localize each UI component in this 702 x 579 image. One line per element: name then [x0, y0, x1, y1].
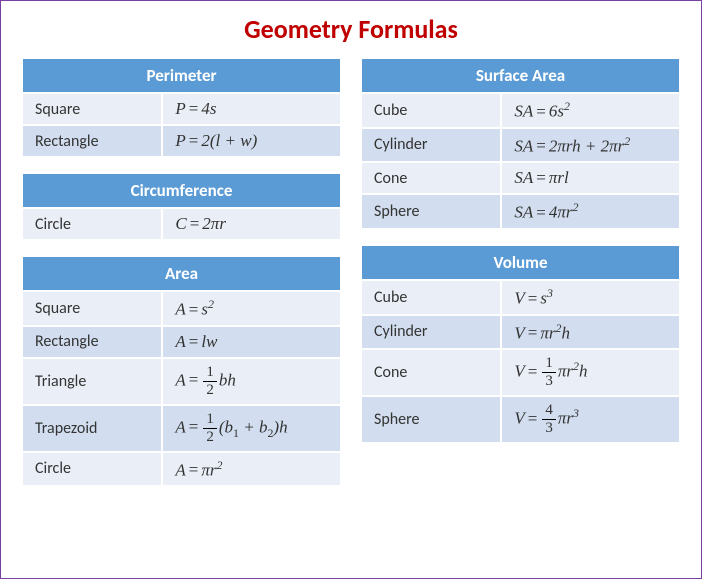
columns: Perimeter SquareP=4sRectangleP=2(l + w) … [21, 57, 681, 501]
shape-cell: Rectangle [22, 125, 162, 157]
circumference-table: Circumference CircleC=2πr [21, 172, 342, 241]
circumference-heading: Circumference [22, 173, 341, 208]
surface-area-heading: Surface Area [361, 58, 680, 93]
volume-table: Volume CubeV=s3CylinderV=πr2hConeV=13πr2… [360, 244, 681, 444]
formula-cell: A=12bh [162, 358, 341, 405]
perimeter-heading: Perimeter [22, 58, 341, 93]
formula-cell: A=12(b1 + b2)h [162, 405, 341, 452]
left-column: Perimeter SquareP=4sRectangleP=2(l + w) … [21, 57, 342, 501]
table-row: RectangleP=2(l + w) [22, 125, 341, 157]
table-row: CylinderV=πr2h [361, 315, 680, 350]
formula-cell: V=s3 [501, 280, 680, 315]
formula-cell: SA=6s2 [501, 93, 680, 128]
formula-cell: P=2(l + w) [162, 125, 341, 157]
shape-cell: Cube [361, 280, 501, 315]
shape-cell: Cube [361, 93, 501, 128]
table-row: CylinderSA=2πrh + 2πr2 [361, 128, 680, 163]
shape-cell: Sphere [361, 194, 501, 229]
formula-cell: A=s2 [162, 291, 341, 326]
table-row: SquareP=4s [22, 93, 341, 125]
shape-cell: Cylinder [361, 128, 501, 163]
table-row: ConeSA=πrl [361, 162, 680, 194]
surface-area-body: CubeSA=6s2CylinderSA=2πrh + 2πr2ConeSA=π… [361, 93, 680, 229]
shape-cell: Cylinder [361, 315, 501, 350]
perimeter-body: SquareP=4sRectangleP=2(l + w) [22, 93, 341, 157]
formula-cell: P=4s [162, 93, 341, 125]
page-container: Geometry Formulas Perimeter SquareP=4sRe… [0, 0, 702, 579]
formula-cell: SA=πrl [501, 162, 680, 194]
shape-cell: Square [22, 93, 162, 125]
shape-cell: Sphere [361, 396, 501, 443]
formula-cell: V=13πr2h [501, 349, 680, 396]
formula-cell: A=lw [162, 326, 341, 358]
table-row: TrapezoidA=12(b1 + b2)h [22, 405, 341, 452]
table-row: SquareA=s2 [22, 291, 341, 326]
perimeter-table: Perimeter SquareP=4sRectangleP=2(l + w) [21, 57, 342, 158]
table-row: SphereV=43πr3 [361, 396, 680, 443]
area-body: SquareA=s2RectangleA=lwTriangleA=12bhTra… [22, 291, 341, 486]
circumference-body: CircleC=2πr [22, 208, 341, 240]
page-title: Geometry Formulas [21, 13, 681, 45]
shape-cell: Cone [361, 349, 501, 396]
shape-cell: Trapezoid [22, 405, 162, 452]
table-row: RectangleA=lw [22, 326, 341, 358]
shape-cell: Rectangle [22, 326, 162, 358]
shape-cell: Triangle [22, 358, 162, 405]
table-row: CubeV=s3 [361, 280, 680, 315]
area-heading: Area [22, 256, 341, 291]
shape-cell: Cone [361, 162, 501, 194]
formula-cell: C=2πr [162, 208, 341, 240]
shape-cell: Square [22, 291, 162, 326]
table-row: SphereSA=4πr2 [361, 194, 680, 229]
formula-cell: SA=2πrh + 2πr2 [501, 128, 680, 163]
table-row: CircleC=2πr [22, 208, 341, 240]
shape-cell: Circle [22, 208, 162, 240]
formula-cell: A=πr2 [162, 452, 341, 487]
formula-cell: V=πr2h [501, 315, 680, 350]
right-column: Surface Area CubeSA=6s2CylinderSA=2πrh +… [360, 57, 681, 501]
surface-area-table: Surface Area CubeSA=6s2CylinderSA=2πrh +… [360, 57, 681, 230]
table-row: ConeV=13πr2h [361, 349, 680, 396]
table-row: TriangleA=12bh [22, 358, 341, 405]
table-row: CircleA=πr2 [22, 452, 341, 487]
table-row: CubeSA=6s2 [361, 93, 680, 128]
shape-cell: Circle [22, 452, 162, 487]
formula-cell: V=43πr3 [501, 396, 680, 443]
volume-body: CubeV=s3CylinderV=πr2hConeV=13πr2hSphere… [361, 280, 680, 443]
formula-cell: SA=4πr2 [501, 194, 680, 229]
area-table: Area SquareA=s2RectangleA=lwTriangleA=12… [21, 255, 342, 487]
volume-heading: Volume [361, 245, 680, 280]
